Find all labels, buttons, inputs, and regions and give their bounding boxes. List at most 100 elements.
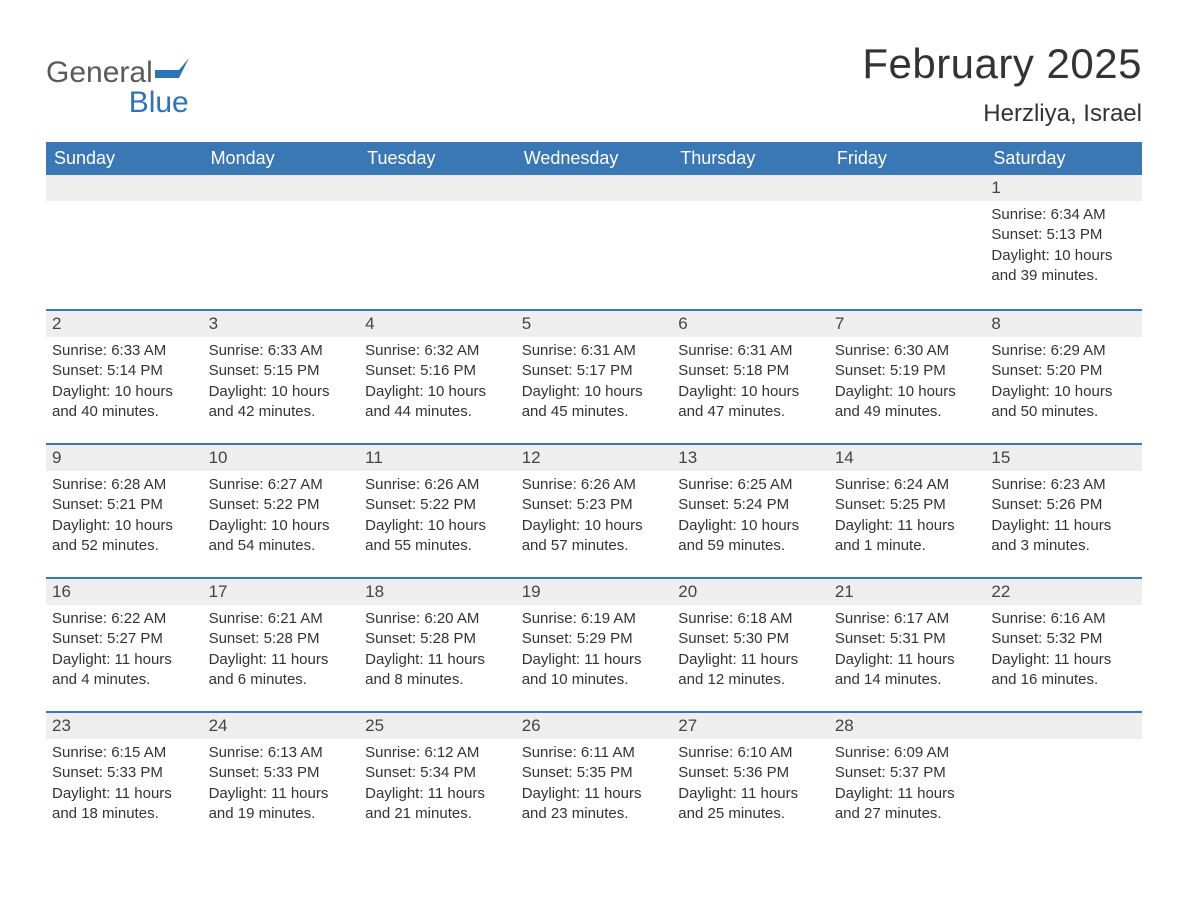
day-details: Sunrise: 6:19 AMSunset: 5:29 PMDaylight:… xyxy=(516,605,673,700)
detail-sunset: Sunset: 5:32 PM xyxy=(991,629,1136,649)
day-cell: 10Sunrise: 6:27 AMSunset: 5:22 PMDayligh… xyxy=(203,445,360,577)
detail-sunrise: Sunrise: 6:31 AM xyxy=(522,341,667,361)
dow-cell: Thursday xyxy=(672,142,829,175)
detail-daylight2: and 57 minutes. xyxy=(522,536,667,556)
brand-logo: General Blue xyxy=(46,40,189,118)
location-label: Herzliya, Israel xyxy=(862,100,1142,128)
calendar: SundayMondayTuesdayWednesdayThursdayFrid… xyxy=(46,142,1142,845)
day-number: 22 xyxy=(985,579,1142,605)
day-number: 14 xyxy=(829,445,986,471)
dow-cell: Sunday xyxy=(46,142,203,175)
detail-sunrise: Sunrise: 6:13 AM xyxy=(209,743,354,763)
detail-daylight2: and 47 minutes. xyxy=(678,402,823,422)
calendar-weeks: 1Sunrise: 6:34 AMSunset: 5:13 PMDaylight… xyxy=(46,175,1142,845)
day-details: Sunrise: 6:17 AMSunset: 5:31 PMDaylight:… xyxy=(829,605,986,700)
detail-sunset: Sunset: 5:19 PM xyxy=(835,361,980,381)
day-number xyxy=(672,175,829,201)
day-number: 2 xyxy=(46,311,203,337)
detail-daylight2: and 6 minutes. xyxy=(209,670,354,690)
detail-daylight1: Daylight: 11 hours xyxy=(52,784,197,804)
dow-cell: Saturday xyxy=(985,142,1142,175)
detail-sunrise: Sunrise: 6:25 AM xyxy=(678,475,823,495)
detail-sunrise: Sunrise: 6:33 AM xyxy=(52,341,197,361)
day-number: 20 xyxy=(672,579,829,605)
dow-cell: Wednesday xyxy=(516,142,673,175)
detail-daylight1: Daylight: 11 hours xyxy=(678,650,823,670)
week-row: 1Sunrise: 6:34 AMSunset: 5:13 PMDaylight… xyxy=(46,175,1142,309)
day-number: 3 xyxy=(203,311,360,337)
day-cell: 7Sunrise: 6:30 AMSunset: 5:19 PMDaylight… xyxy=(829,311,986,443)
day-number: 7 xyxy=(829,311,986,337)
detail-sunset: Sunset: 5:35 PM xyxy=(522,763,667,783)
detail-daylight1: Daylight: 10 hours xyxy=(209,382,354,402)
day-cell: 1Sunrise: 6:34 AMSunset: 5:13 PMDaylight… xyxy=(985,175,1142,309)
brand-name: General Blue xyxy=(46,58,189,118)
detail-daylight2: and 10 minutes. xyxy=(522,670,667,690)
day-cell: 22Sunrise: 6:16 AMSunset: 5:32 PMDayligh… xyxy=(985,579,1142,711)
day-cell: 11Sunrise: 6:26 AMSunset: 5:22 PMDayligh… xyxy=(359,445,516,577)
day-details: Sunrise: 6:30 AMSunset: 5:19 PMDaylight:… xyxy=(829,337,986,432)
day-number xyxy=(829,175,986,201)
day-number: 11 xyxy=(359,445,516,471)
week-row: 23Sunrise: 6:15 AMSunset: 5:33 PMDayligh… xyxy=(46,711,1142,845)
week-row: 16Sunrise: 6:22 AMSunset: 5:27 PMDayligh… xyxy=(46,577,1142,711)
day-details: Sunrise: 6:27 AMSunset: 5:22 PMDaylight:… xyxy=(203,471,360,566)
day-details: Sunrise: 6:26 AMSunset: 5:22 PMDaylight:… xyxy=(359,471,516,566)
day-details: Sunrise: 6:18 AMSunset: 5:30 PMDaylight:… xyxy=(672,605,829,700)
detail-daylight2: and 45 minutes. xyxy=(522,402,667,422)
detail-daylight1: Daylight: 11 hours xyxy=(209,650,354,670)
day-cell xyxy=(829,175,986,309)
day-cell: 13Sunrise: 6:25 AMSunset: 5:24 PMDayligh… xyxy=(672,445,829,577)
day-of-week-header: SundayMondayTuesdayWednesdayThursdayFrid… xyxy=(46,142,1142,175)
detail-daylight1: Daylight: 11 hours xyxy=(522,650,667,670)
detail-sunrise: Sunrise: 6:21 AM xyxy=(209,609,354,629)
detail-daylight1: Daylight: 10 hours xyxy=(365,382,510,402)
detail-sunset: Sunset: 5:29 PM xyxy=(522,629,667,649)
day-cell: 21Sunrise: 6:17 AMSunset: 5:31 PMDayligh… xyxy=(829,579,986,711)
day-cell: 24Sunrise: 6:13 AMSunset: 5:33 PMDayligh… xyxy=(203,713,360,845)
day-details: Sunrise: 6:10 AMSunset: 5:36 PMDaylight:… xyxy=(672,739,829,834)
detail-daylight2: and 3 minutes. xyxy=(991,536,1136,556)
detail-sunset: Sunset: 5:17 PM xyxy=(522,361,667,381)
day-number: 1 xyxy=(985,175,1142,201)
detail-daylight1: Daylight: 11 hours xyxy=(209,784,354,804)
detail-sunset: Sunset: 5:16 PM xyxy=(365,361,510,381)
detail-sunset: Sunset: 5:30 PM xyxy=(678,629,823,649)
day-cell xyxy=(672,175,829,309)
detail-sunrise: Sunrise: 6:11 AM xyxy=(522,743,667,763)
detail-daylight1: Daylight: 11 hours xyxy=(522,784,667,804)
day-details: Sunrise: 6:26 AMSunset: 5:23 PMDaylight:… xyxy=(516,471,673,566)
dow-cell: Monday xyxy=(203,142,360,175)
detail-sunset: Sunset: 5:25 PM xyxy=(835,495,980,515)
day-cell: 8Sunrise: 6:29 AMSunset: 5:20 PMDaylight… xyxy=(985,311,1142,443)
day-details: Sunrise: 6:13 AMSunset: 5:33 PMDaylight:… xyxy=(203,739,360,834)
detail-daylight1: Daylight: 11 hours xyxy=(991,516,1136,536)
day-number: 4 xyxy=(359,311,516,337)
detail-daylight2: and 59 minutes. xyxy=(678,536,823,556)
day-cell: 20Sunrise: 6:18 AMSunset: 5:30 PMDayligh… xyxy=(672,579,829,711)
detail-daylight1: Daylight: 10 hours xyxy=(835,382,980,402)
day-cell: 15Sunrise: 6:23 AMSunset: 5:26 PMDayligh… xyxy=(985,445,1142,577)
day-details: Sunrise: 6:33 AMSunset: 5:15 PMDaylight:… xyxy=(203,337,360,432)
detail-sunset: Sunset: 5:28 PM xyxy=(365,629,510,649)
detail-daylight1: Daylight: 10 hours xyxy=(52,382,197,402)
day-cell xyxy=(203,175,360,309)
title-block: February 2025 Herzliya, Israel xyxy=(862,40,1142,136)
day-number xyxy=(203,175,360,201)
detail-daylight2: and 42 minutes. xyxy=(209,402,354,422)
day-number xyxy=(359,175,516,201)
day-cell: 9Sunrise: 6:28 AMSunset: 5:21 PMDaylight… xyxy=(46,445,203,577)
brand-name-part1: General xyxy=(46,56,153,89)
detail-sunrise: Sunrise: 6:32 AM xyxy=(365,341,510,361)
day-cell xyxy=(46,175,203,309)
day-details: Sunrise: 6:20 AMSunset: 5:28 PMDaylight:… xyxy=(359,605,516,700)
day-details: Sunrise: 6:31 AMSunset: 5:18 PMDaylight:… xyxy=(672,337,829,432)
brand-name-part2: Blue xyxy=(46,88,189,118)
detail-daylight2: and 12 minutes. xyxy=(678,670,823,690)
day-details: Sunrise: 6:16 AMSunset: 5:32 PMDaylight:… xyxy=(985,605,1142,700)
page-header: General Blue February 2025 Herzliya, Isr… xyxy=(46,40,1142,136)
day-number xyxy=(46,175,203,201)
detail-daylight1: Daylight: 10 hours xyxy=(991,382,1136,402)
detail-sunrise: Sunrise: 6:12 AM xyxy=(365,743,510,763)
day-cell xyxy=(985,713,1142,845)
